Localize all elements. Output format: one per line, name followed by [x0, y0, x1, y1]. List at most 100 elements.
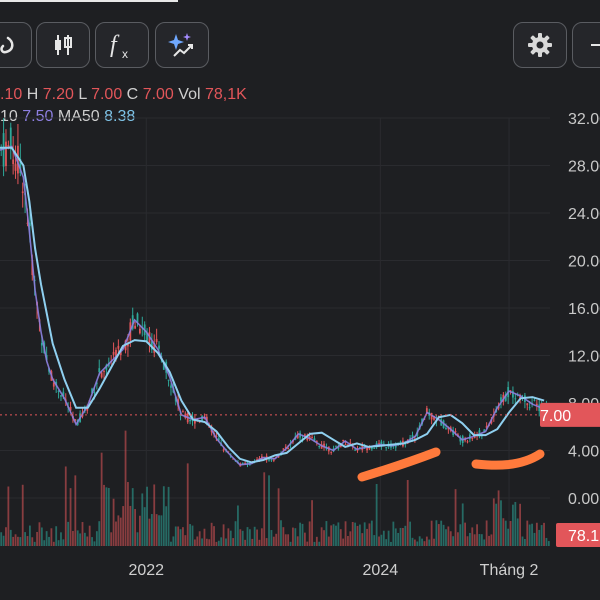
volume-bar [457, 532, 459, 546]
volume-bar [358, 524, 361, 546]
volume-bar [143, 507, 146, 546]
candle-body [500, 397, 502, 402]
candle-body [514, 398, 517, 400]
volume-bar [14, 534, 17, 546]
volume-bar [119, 517, 122, 546]
volume-bar [449, 531, 452, 546]
volume-bar [447, 526, 450, 546]
candle-body [339, 445, 342, 448]
volume-bar [406, 480, 409, 546]
volume-bar [160, 515, 163, 546]
volume-bar [136, 532, 139, 546]
volume-bar [492, 498, 495, 546]
candle-body [148, 332, 151, 345]
ai-magic-button[interactable] [155, 22, 209, 68]
volume-bar [229, 530, 232, 546]
volume-bar [153, 484, 156, 546]
candle-body [74, 419, 77, 421]
volume-bar [442, 524, 445, 546]
y-axis: 32.0028.0024.0020.0016.0012.008.004.000.… [568, 111, 600, 508]
volume-bar [237, 505, 239, 546]
candlestick-button[interactable] [36, 22, 90, 68]
candle-body [189, 419, 192, 422]
volume-bar [191, 525, 194, 546]
candle-body [158, 345, 160, 349]
chart-style-button[interactable] [0, 22, 32, 68]
expand-button[interactable] [572, 22, 600, 68]
candle-body [282, 448, 285, 450]
volume-bar [516, 518, 519, 546]
volume-bar [205, 538, 208, 546]
volume-bar [64, 466, 67, 546]
volume-bar [437, 524, 440, 546]
candle-body [445, 427, 447, 430]
volume-bar [227, 528, 230, 546]
volume-bar [543, 522, 545, 546]
volume-bar [509, 520, 512, 546]
candle-body [205, 416, 208, 422]
volume-bar [28, 525, 31, 546]
volume-bar [115, 521, 117, 546]
settings-button[interactable] [513, 22, 567, 68]
volume-bar [523, 539, 526, 546]
candle-body [382, 443, 385, 445]
volume-bar [526, 520, 529, 546]
volume-bar [521, 536, 524, 546]
volume-bar [413, 539, 416, 546]
volume-bar [148, 518, 151, 546]
indicator-button[interactable]: f x [95, 22, 149, 68]
volume-bar [299, 522, 302, 546]
volume-bar [318, 541, 321, 546]
volume-bar [265, 538, 268, 546]
volume-bar [241, 530, 244, 546]
candle-body [330, 451, 333, 453]
volume-bar [174, 526, 177, 546]
volume-bar [445, 529, 447, 546]
chart-grid [0, 117, 550, 546]
volume-bar [150, 514, 153, 546]
volume-bar [339, 529, 342, 546]
volume-bar [342, 538, 345, 546]
volume-bar [158, 515, 160, 546]
volume-bar [330, 525, 333, 546]
candle-body [287, 448, 290, 450]
low-value: 7.00 [91, 86, 123, 103]
volume-bar [155, 514, 158, 546]
volume-bar [507, 528, 510, 546]
volume-bar [0, 532, 3, 546]
volume-bar [17, 536, 19, 546]
volume-bar [98, 521, 101, 546]
volume-bar [435, 520, 438, 546]
volume-bar [425, 536, 428, 546]
volume-bar [33, 541, 36, 546]
candle-body [358, 447, 361, 449]
candle-body [131, 315, 134, 329]
candle-body [21, 191, 24, 194]
volume-bar [50, 528, 53, 546]
volume-bar [500, 500, 502, 546]
volume-bar [519, 503, 522, 546]
volume-bar [466, 536, 469, 546]
volume-bar [217, 540, 220, 546]
volume-bar [19, 537, 22, 546]
candle-body [270, 459, 273, 461]
volume-bar [404, 525, 407, 546]
y-tick-label: 12.00 [568, 349, 600, 366]
candle-body [150, 341, 153, 350]
volume-bar [335, 525, 337, 546]
y-tick-label: 20.00 [568, 254, 600, 271]
candle-body [2, 133, 5, 167]
volume-bar [196, 536, 199, 546]
volume-bar [409, 521, 412, 546]
volume-bar [83, 532, 86, 546]
candle-body [153, 342, 156, 353]
volume-bar [497, 490, 500, 546]
volume-bar [483, 539, 486, 546]
volume-bar [172, 536, 175, 546]
candle-body [526, 403, 529, 406]
volume-bar [258, 539, 261, 546]
candle-body [117, 345, 120, 349]
volume-bar [452, 536, 455, 546]
candlestick-icon [50, 32, 76, 58]
